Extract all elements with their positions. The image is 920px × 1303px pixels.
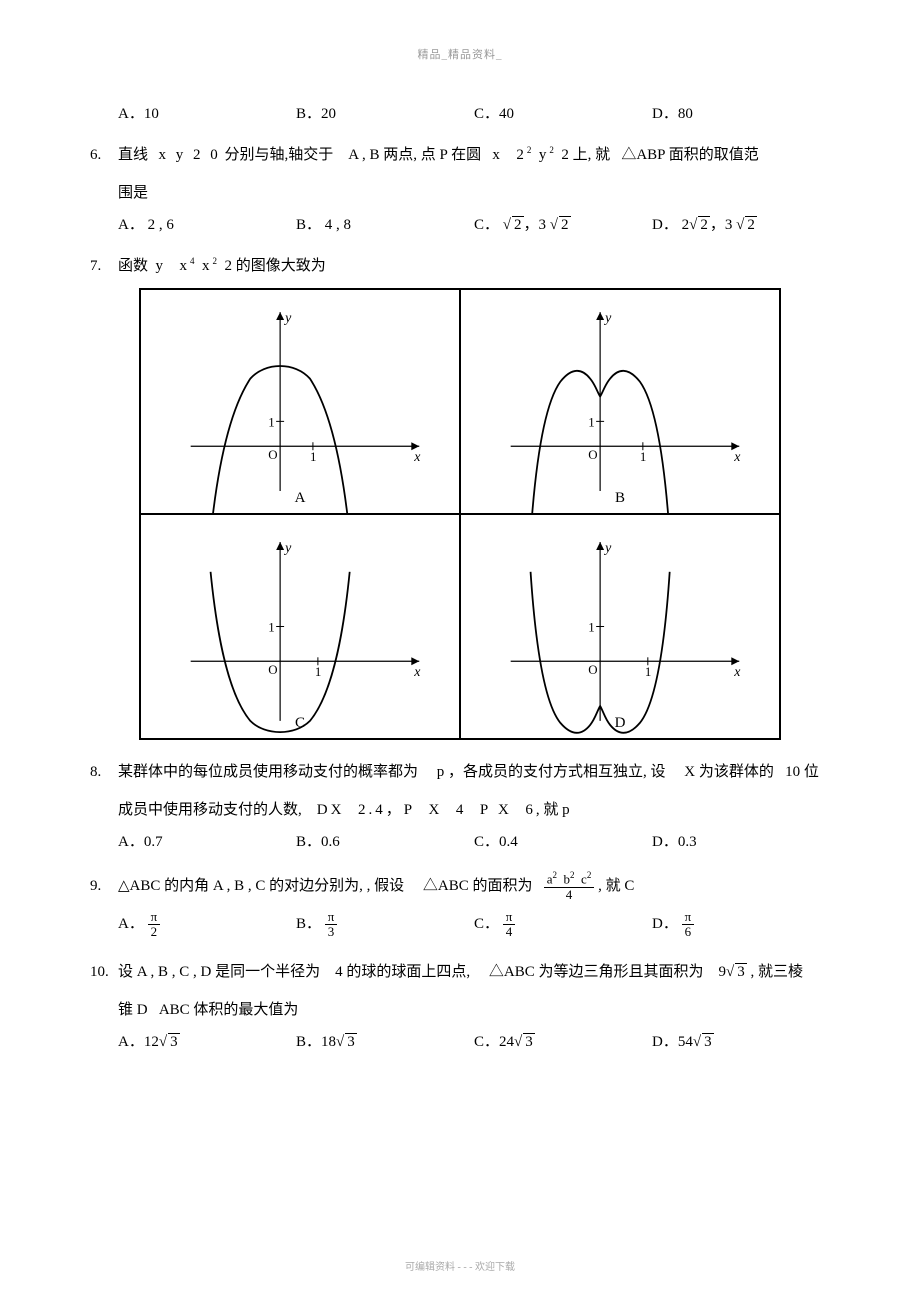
q5-options: A．10 B．20 C．40 D．80 [118, 102, 830, 123]
q10-text: 设 A , B , C , D 是同一个半径为 4 的球的球面上四点, △ABC… [118, 960, 830, 984]
svg-text:1: 1 [268, 619, 274, 634]
svg-text:y: y [603, 311, 612, 326]
q8-num: 8. [90, 760, 118, 784]
page: 精品_精品资料_ A．10 B．20 C．40 D．80 6. 直线 x y 2… [0, 0, 920, 1303]
svg-text:O: O [588, 662, 597, 677]
q8-opt-c: C．0.4 [474, 830, 652, 851]
q5-opt-b: B．20 [296, 102, 474, 123]
svg-text:1: 1 [588, 619, 594, 634]
q6-options: A． 2 , 6 B． 4 , 8 C． 2，3 2 D． 22，3 2 [118, 213, 830, 234]
q7-text: 函数 y x4 x2 2 的图像大致为 [118, 254, 830, 278]
svg-text:1: 1 [588, 414, 594, 429]
svg-text:1: 1 [268, 414, 274, 429]
svg-text:x: x [733, 665, 741, 680]
q9-opt-d: D． π6 [652, 910, 830, 940]
q8-options: A．0.7 B．0.6 C．0.4 D．0.3 [118, 830, 830, 851]
q9-text: △ABC 的内角 A , B , C 的对边分别为, , 假设 △ABC 的面积… [118, 871, 830, 902]
q9-opt-c: C． π4 [474, 910, 652, 940]
q6-opt-b: B． 4 , 8 [296, 213, 474, 234]
q7: 7. 函数 y x4 x2 2 的图像大致为 y x O 1 [90, 254, 830, 740]
q10-opt-b: B．183 [296, 1030, 474, 1051]
svg-text:x: x [413, 665, 421, 680]
q7-graph-B: y x O 1 1 B [460, 289, 780, 514]
svg-text:O: O [268, 662, 277, 677]
q6-text: 直线 x y 2 0 分别与轴,轴交于 A , B 两点, 点 P 在圆 x 2… [118, 143, 830, 167]
q5-opt-a: A．10 [118, 102, 296, 123]
q7-graph-D: y x O 1 1 D [460, 514, 780, 739]
svg-text:y: y [603, 541, 612, 556]
q10: 10. 设 A , B , C , D 是同一个半径为 4 的球的球面上四点, … [90, 960, 830, 1051]
q7-graph-C: y x O 1 1 C [140, 514, 460, 739]
header-watermark: 精品_精品资料_ [90, 46, 830, 62]
svg-text:y: y [283, 541, 292, 556]
q10-opt-c: C．243 [474, 1030, 652, 1051]
q9-opt-b: B． π3 [296, 910, 474, 940]
q10-opt-d: D．543 [652, 1030, 830, 1051]
q6-num: 6. [90, 143, 118, 167]
q7-label-A: A [295, 490, 306, 507]
q7-label-B: B [615, 490, 625, 507]
q8-opt-d: D．0.3 [652, 830, 830, 851]
q6-opt-c: C． 2，3 2 [474, 213, 652, 234]
q8: 8. 某群体中的每位成员使用移动支付的概率都为 p ，各成员的支付方式相互独立,… [90, 760, 830, 851]
svg-text:x: x [413, 450, 421, 465]
svg-text:1: 1 [315, 664, 321, 679]
q5-opt-d: D．80 [652, 102, 830, 123]
q9-num: 9. [90, 874, 118, 898]
q7-graphs: y x O 1 1 A [139, 288, 781, 740]
q9-options: A． π2 B． π3 C． π4 D． π6 [118, 910, 830, 940]
svg-text:y: y [283, 311, 292, 326]
q7-label-D: D [615, 715, 626, 732]
q10-opt-a: A．123 [118, 1030, 296, 1051]
q6-line2: 围是 [118, 181, 148, 205]
footer-watermark: 可编辑资料 - - - 欢迎下载 [0, 1258, 920, 1273]
svg-text:1: 1 [640, 449, 646, 464]
q10-num: 10. [90, 960, 118, 984]
q8-opt-a: A．0.7 [118, 830, 296, 851]
q8-text: 某群体中的每位成员使用移动支付的概率都为 p ，各成员的支付方式相互独立, 设 … [118, 760, 830, 784]
svg-text:O: O [588, 447, 597, 462]
q7-graph-A: y x O 1 1 A [140, 289, 460, 514]
svg-text:O: O [268, 447, 277, 462]
q6: 6. 直线 x y 2 0 分别与轴,轴交于 A , B 两点, 点 P 在圆 … [90, 143, 830, 234]
q10-options: A．123 B．183 C．243 D．543 [118, 1030, 830, 1051]
q6-opt-a: A． 2 , 6 [118, 213, 296, 234]
q7-num: 7. [90, 254, 118, 278]
q9: 9. △ABC 的内角 A , B , C 的对边分别为, , 假设 △ABC … [90, 871, 830, 940]
svg-text:1: 1 [645, 664, 651, 679]
q7-label-C: C [295, 715, 305, 732]
q5-opt-c: C．40 [474, 102, 652, 123]
q8-opt-b: B．0.6 [296, 830, 474, 851]
q6-opt-d: D． 22，3 2 [652, 213, 830, 234]
q9-opt-a: A． π2 [118, 910, 296, 940]
svg-text:1: 1 [310, 449, 316, 464]
svg-text:x: x [733, 450, 741, 465]
